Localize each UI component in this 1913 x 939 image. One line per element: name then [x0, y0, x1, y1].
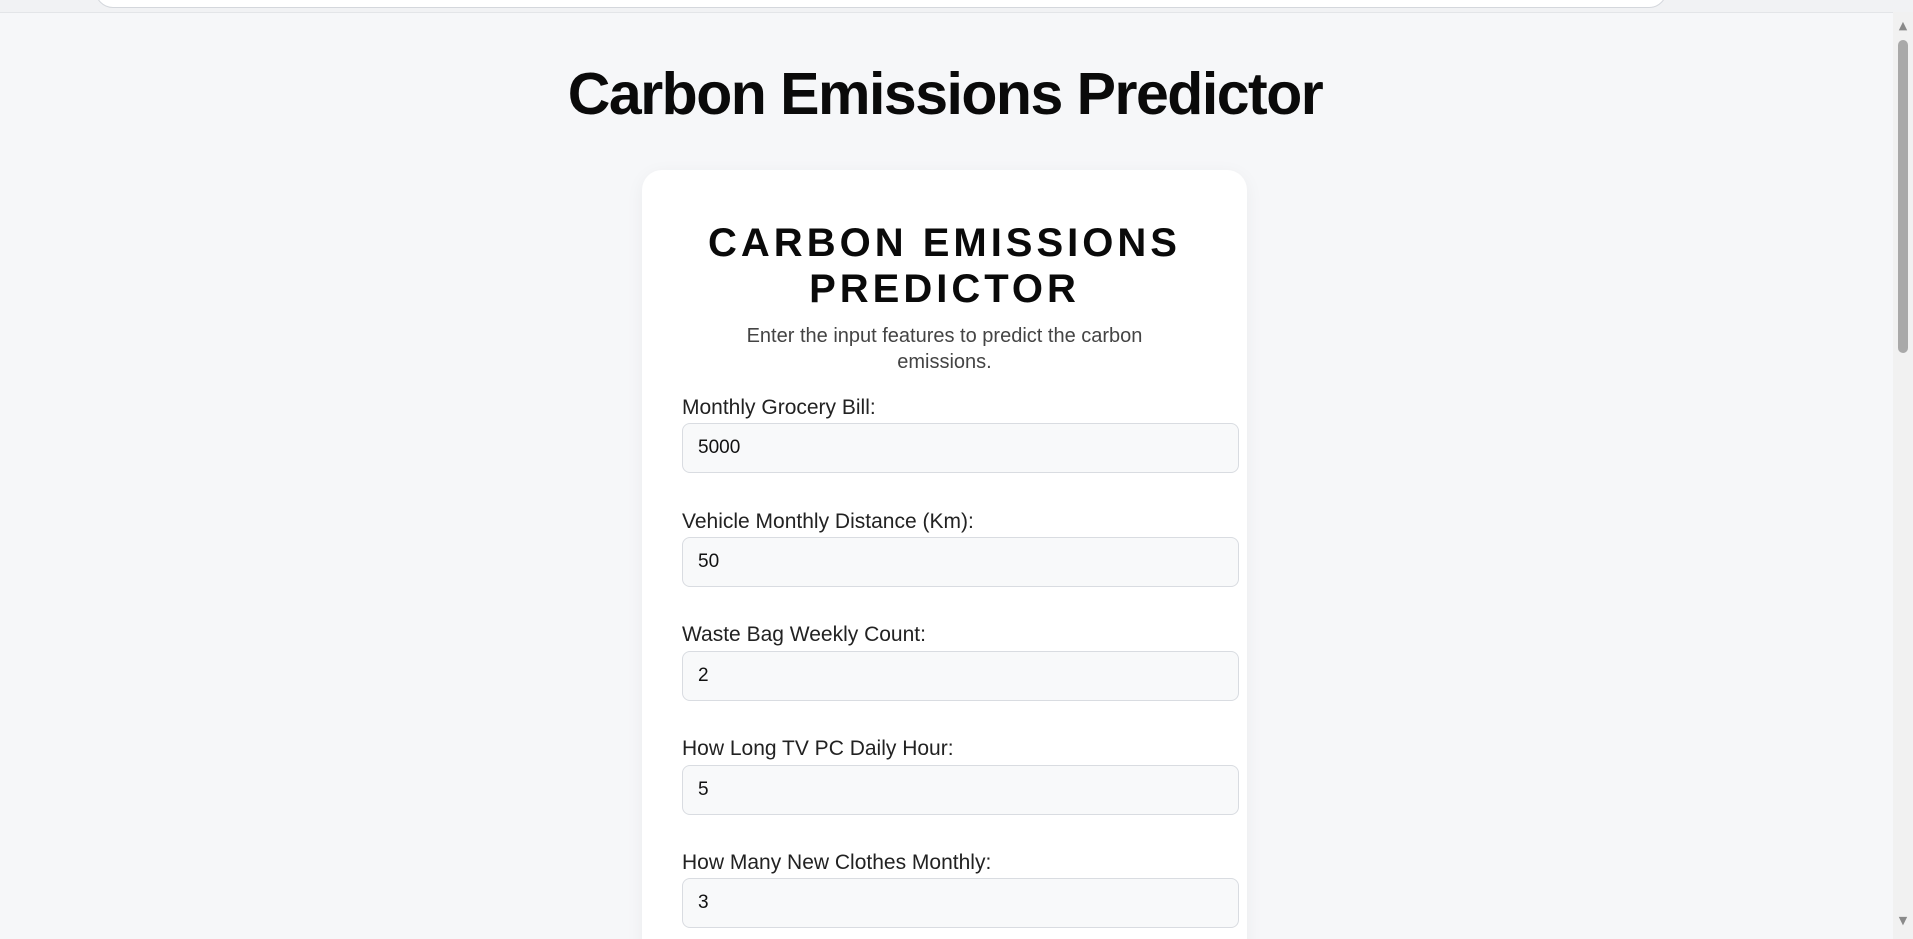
triangle-down-icon[interactable]: ▼ [1898, 913, 1908, 927]
vehicle-distance-label: Vehicle Monthly Distance (Km): [682, 510, 974, 533]
tv-pc-hours-input[interactable] [682, 765, 1239, 815]
card-subtitle: Enter the input features to predict the … [746, 325, 1143, 373]
new-clothes-input[interactable] [682, 878, 1239, 928]
triangle-up-icon[interactable]: ▲ [1898, 18, 1908, 32]
address-bar-remnant[interactable] [95, 0, 1667, 8]
tv-pc-hours-label: How Long TV PC Daily Hour: [682, 737, 954, 760]
page-title: Carbon Emissions Predictor [567, 61, 1324, 127]
grocery-bill-label: Monthly Grocery Bill: [682, 396, 876, 419]
waste-bag-input[interactable] [682, 651, 1239, 701]
vehicle-distance-input[interactable] [682, 537, 1239, 587]
browser-toolbar-remnant [0, 0, 1913, 13]
waste-bag-label: Waste Bag Weekly Count: [682, 623, 926, 646]
new-clothes-label: How Many New Clothes Monthly: [682, 851, 992, 874]
predictor-card: CARBON EMISSIONS PREDICTOR Enter the inp… [642, 170, 1247, 939]
vertical-scrollbar[interactable]: ▲ ▼ [1893, 12, 1913, 939]
grocery-bill-input[interactable] [682, 423, 1239, 473]
scrollbar-thumb[interactable] [1898, 40, 1908, 353]
card-title: CARBON EMISSIONS PREDICTOR [708, 221, 1181, 311]
